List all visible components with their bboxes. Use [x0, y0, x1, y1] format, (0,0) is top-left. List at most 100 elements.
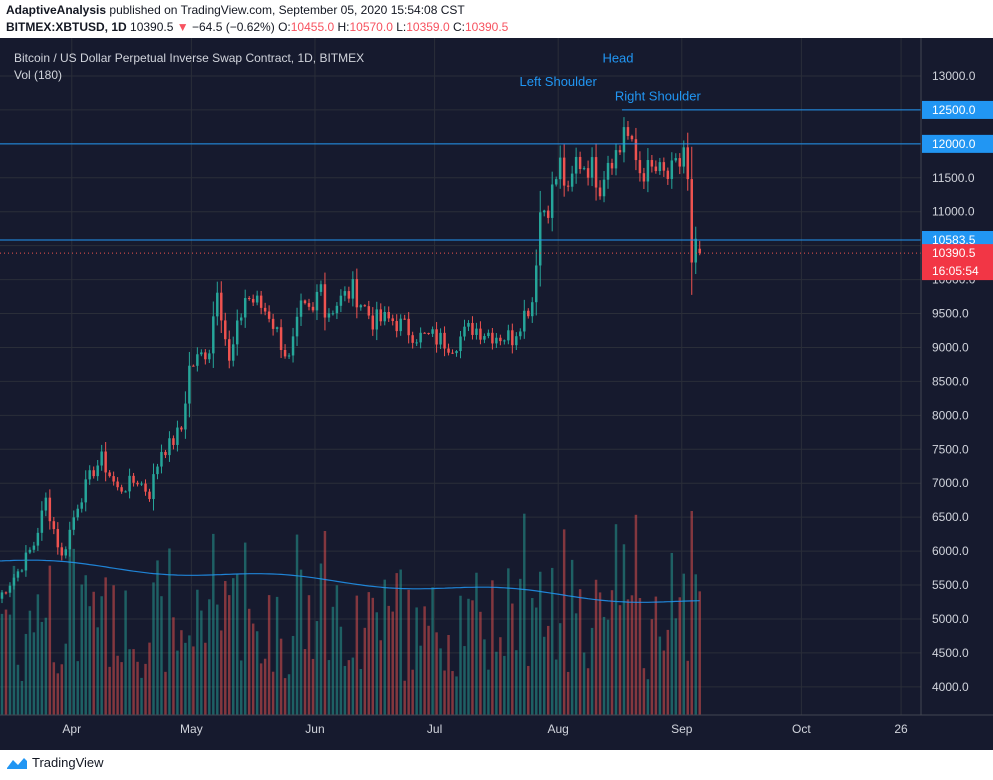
volume-bar — [431, 587, 434, 715]
tradingview-logo[interactable]: TradingView — [6, 755, 104, 770]
candle-body — [558, 157, 562, 180]
volume-bar — [658, 636, 662, 715]
candle-body — [283, 349, 287, 357]
candle-body — [682, 147, 686, 167]
volume-bar — [192, 646, 195, 715]
candle-body — [56, 529, 60, 548]
volume-bar — [630, 595, 634, 715]
candle-body — [80, 502, 83, 509]
volume-bar — [562, 529, 566, 715]
volume-moving-average — [0, 559, 700, 603]
high-label: H: — [337, 20, 350, 34]
candle-body — [590, 157, 594, 178]
candle-body — [8, 585, 12, 593]
volume-bar — [120, 662, 123, 715]
volume-bar — [690, 510, 693, 715]
candle-body — [64, 549, 68, 556]
level-price-label: 10583.5 — [932, 233, 976, 247]
close-value: 10390.5 — [464, 20, 509, 34]
candle-body — [527, 310, 530, 317]
candle-body — [503, 340, 506, 342]
candle-body — [48, 497, 52, 522]
price-chart[interactable]: Left Shoulder Head Right Shoulder 13000.0 1… — [0, 38, 993, 750]
low-value: 10359.0 — [406, 20, 450, 34]
volume-bar — [32, 632, 36, 715]
volume-bar — [224, 581, 227, 715]
candle-body — [216, 292, 219, 317]
candle-body — [359, 305, 363, 308]
volume-bar — [367, 592, 371, 715]
volume-bar — [395, 573, 398, 715]
pattern-label: Left Shoulder — [520, 74, 598, 89]
volume-bar — [399, 569, 402, 715]
volume-bar — [44, 617, 48, 715]
volume-bar — [463, 646, 466, 715]
candle-body — [662, 162, 666, 171]
price-axis[interactable]: 13000.012500.012000.011500.011000.010500… — [932, 69, 976, 694]
horizontal-levels[interactable] — [0, 109, 921, 254]
volume-bar — [319, 563, 323, 715]
candle-body — [698, 248, 701, 254]
volume-bar — [407, 589, 410, 715]
candle-body — [124, 491, 127, 493]
candle-body — [204, 352, 207, 360]
candle-body — [554, 179, 558, 185]
volume-bar — [550, 567, 554, 715]
candle-body — [168, 438, 171, 456]
candle-body — [646, 160, 650, 182]
volume-bar — [363, 627, 367, 715]
published-text: published on TradingView.com, September … — [109, 3, 465, 17]
volume-bar — [235, 574, 239, 715]
candle-body — [184, 403, 187, 430]
volume-bar — [542, 636, 546, 715]
author-name[interactable]: AdaptiveAnalysis — [6, 3, 107, 17]
candle-body — [116, 481, 119, 488]
chart-area[interactable]: Left Shoulder Head Right Shoulder 13000.0 1… — [0, 38, 993, 750]
candle-body — [618, 150, 622, 153]
volume-bar — [4, 609, 8, 715]
candle-body — [52, 521, 56, 530]
time-tick-label: May — [180, 722, 203, 736]
candle-body — [208, 353, 211, 360]
candle-body — [578, 156, 582, 169]
volume-bar — [148, 642, 151, 715]
volume-bar — [666, 629, 670, 715]
candle-body — [395, 321, 398, 332]
volume-bar — [164, 671, 167, 715]
pattern-label: Right Shoulder — [615, 88, 702, 103]
volume-bar — [503, 655, 506, 715]
volume-bar — [212, 533, 215, 715]
volume-bar — [172, 617, 175, 715]
volume-bar — [0, 613, 4, 715]
candle-body — [220, 292, 223, 321]
candle-body — [387, 312, 390, 319]
volume-bar — [590, 627, 594, 715]
candle-body — [419, 332, 422, 343]
price-tick-label: 9000.0 — [932, 340, 969, 354]
candle-body — [531, 302, 534, 317]
volume-bar — [371, 597, 375, 715]
volume-bar — [423, 606, 426, 715]
candle-body — [654, 166, 658, 172]
volume-bar — [391, 611, 394, 715]
candle-body — [614, 150, 618, 169]
candle-body — [403, 318, 406, 320]
volume-bar — [646, 679, 650, 715]
open-label: O: — [278, 20, 291, 34]
candle-body — [132, 475, 135, 483]
volume-bar — [614, 524, 618, 715]
time-axis[interactable]: Apr May Jun Jul Aug Sep Oct 26 — [62, 722, 908, 736]
volume-bar — [24, 633, 28, 715]
candle-body — [423, 332, 426, 334]
volume-bar — [682, 573, 686, 715]
candle-body — [339, 295, 343, 306]
candle-body — [224, 320, 227, 340]
volume-bar — [271, 671, 275, 715]
candle-body — [180, 427, 183, 430]
volume-bar — [455, 676, 458, 715]
volume-bar — [84, 575, 87, 715]
volume-bar — [523, 513, 526, 715]
volume-bar — [76, 661, 79, 715]
volume-bar — [566, 671, 570, 715]
